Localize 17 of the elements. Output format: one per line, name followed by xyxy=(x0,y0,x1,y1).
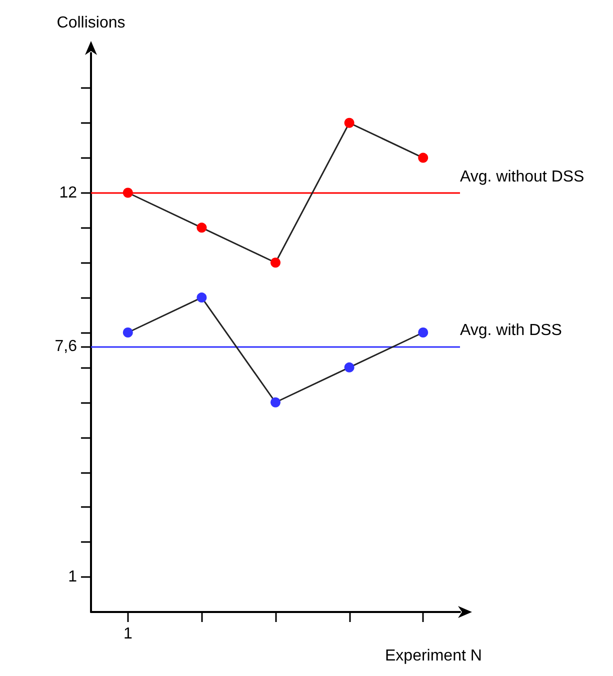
point xyxy=(418,328,428,338)
point xyxy=(270,397,280,408)
y-tick-label: 7,6 xyxy=(54,338,78,355)
point xyxy=(344,118,354,128)
point xyxy=(418,152,428,163)
point xyxy=(196,292,207,303)
point xyxy=(270,258,280,268)
ref-line-label: Avg. with DSS xyxy=(460,322,562,339)
point xyxy=(122,328,133,338)
y-axis-title: Collisions xyxy=(56,14,126,32)
point xyxy=(122,188,133,198)
x-axis-title: Experiment N xyxy=(385,648,482,664)
point xyxy=(196,222,207,233)
y-tick-label: 1 xyxy=(68,568,78,586)
point xyxy=(344,362,354,372)
y-tick-label: 12 xyxy=(59,184,78,202)
ref-line-label: Avg. without DSS xyxy=(460,168,584,186)
